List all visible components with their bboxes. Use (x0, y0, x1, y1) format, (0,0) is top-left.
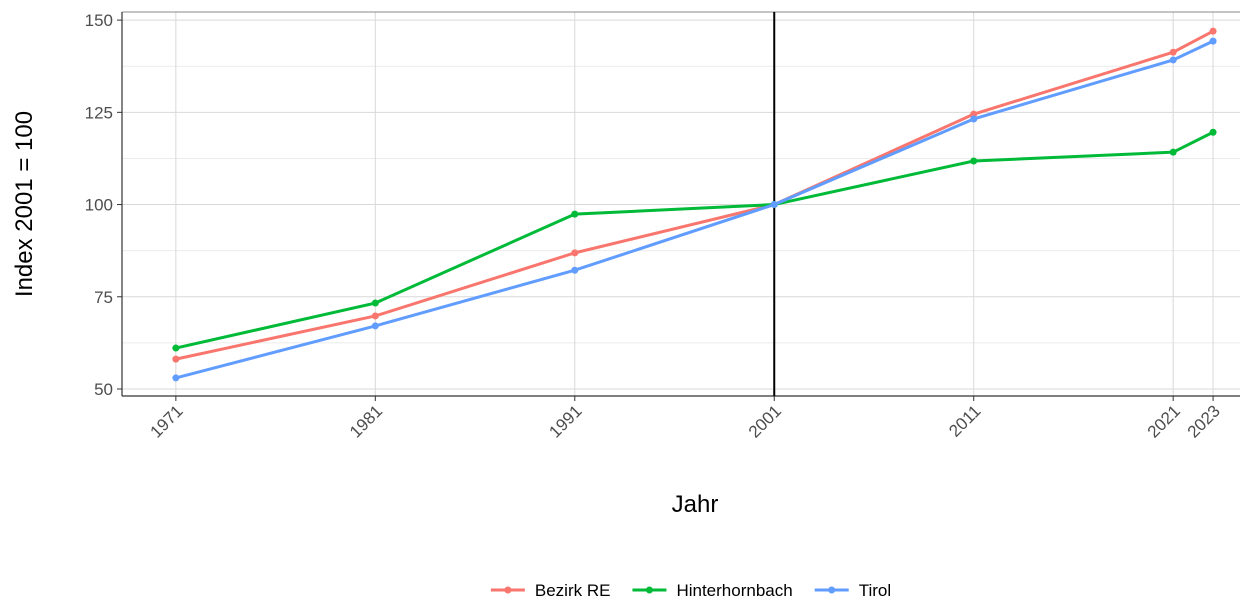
legend-label: Hinterhornbach (676, 581, 792, 600)
x-tick-label: 2001 (745, 401, 785, 441)
legend: Bezirk RE Hinterhornbach Tirol (490, 581, 891, 600)
point (970, 110, 978, 118)
y-axis-title: Index 2001 = 100 (11, 111, 38, 297)
series-line (175, 130, 1214, 350)
point (1209, 37, 1217, 45)
legend-point (504, 586, 512, 594)
point (172, 374, 180, 382)
x-tick-label: 2011 (945, 401, 984, 440)
x-tick-label: 1981 (346, 401, 386, 441)
x-tick-label: 1991 (545, 401, 585, 441)
series-line (175, 29, 1214, 361)
point (571, 266, 579, 274)
y-tick-label: 150 (85, 11, 113, 30)
point (1209, 27, 1217, 35)
legend-item: Tirol (814, 581, 891, 600)
x-tick-label: 1971 (147, 401, 187, 441)
point (1209, 128, 1217, 136)
legend-item: Hinterhornbach (632, 581, 793, 600)
point (970, 115, 978, 123)
point (1169, 56, 1177, 64)
point (770, 201, 778, 209)
x-tick-label: 2023 (1184, 401, 1224, 441)
y-tick-label: 75 (94, 288, 113, 307)
point (1169, 48, 1177, 56)
point (371, 299, 379, 307)
legend-point (828, 586, 836, 594)
legend-item: Bezirk RE (490, 581, 611, 600)
x-axis-title: Jahr (672, 491, 719, 518)
legend-label: Bezirk RE (535, 581, 611, 600)
y-tick-label: 125 (85, 103, 113, 122)
point (371, 322, 379, 330)
legend-point (645, 586, 653, 594)
point (571, 249, 579, 257)
legend-label: Tirol (859, 581, 891, 600)
x-tick-label: 2021 (1144, 401, 1184, 441)
point (371, 312, 379, 320)
point (970, 157, 978, 165)
point (571, 210, 579, 218)
point (172, 355, 180, 363)
y-tick-label: 100 (85, 196, 113, 215)
point (1169, 148, 1177, 156)
point (172, 344, 180, 352)
y-tick-label: 50 (94, 380, 113, 399)
